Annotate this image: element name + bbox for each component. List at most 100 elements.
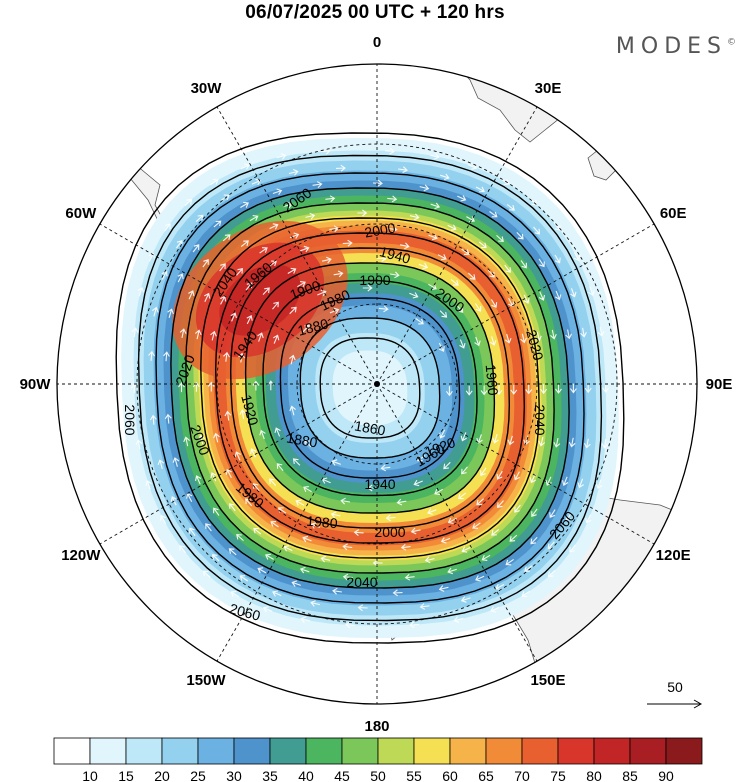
wind-vector bbox=[392, 589, 403, 597]
wind-vector bbox=[259, 429, 266, 440]
colorbar-segment bbox=[629, 737, 667, 765]
wind-vector bbox=[304, 439, 312, 448]
height-contour-label: 2040 bbox=[532, 404, 548, 435]
colorbar-tick-label: 80 bbox=[586, 768, 602, 782]
wind-vector bbox=[188, 290, 195, 300]
wind-vector bbox=[434, 488, 443, 495]
wind-vector bbox=[305, 212, 316, 220]
wind-vector bbox=[460, 596, 471, 603]
wind-vector bbox=[520, 260, 527, 269]
wind-vector bbox=[419, 184, 430, 192]
wind-vector bbox=[213, 220, 222, 228]
height-contour-value: 1880 bbox=[285, 429, 319, 450]
colorbar-segment bbox=[593, 737, 631, 765]
colorbar-segment bbox=[485, 737, 523, 765]
wind-vector bbox=[177, 273, 184, 283]
wind-vector bbox=[524, 565, 533, 572]
wind-vector bbox=[568, 437, 576, 448]
wind-vector bbox=[506, 203, 515, 211]
wind-vector bbox=[211, 554, 220, 562]
wind-vector bbox=[570, 288, 577, 298]
wind-vector bbox=[300, 245, 310, 253]
meridian-line bbox=[216, 106, 378, 385]
wind-vector bbox=[389, 271, 400, 279]
wind-vector bbox=[330, 511, 341, 519]
wind-vector bbox=[491, 528, 500, 536]
wind-vector bbox=[530, 536, 538, 545]
wind-vector bbox=[457, 195, 467, 202]
wind-vector bbox=[492, 434, 499, 444]
wind-vector bbox=[249, 215, 259, 222]
wind-vector bbox=[331, 459, 341, 466]
colorbar-tick-label: 85 bbox=[622, 768, 638, 782]
wind-vector bbox=[333, 270, 344, 278]
colorbar-tick-label: 70 bbox=[514, 768, 530, 782]
wind-vector bbox=[475, 575, 485, 582]
wind-vector bbox=[480, 467, 487, 477]
wind-vector bbox=[495, 583, 505, 591]
meridian-label: 60E bbox=[660, 205, 687, 222]
wind-vector bbox=[439, 310, 448, 318]
wind-vector bbox=[409, 292, 419, 299]
wind-vector bbox=[547, 569, 556, 578]
wind-vector bbox=[262, 287, 270, 295]
colorbar-segment bbox=[449, 737, 487, 765]
wind-vector bbox=[553, 222, 561, 231]
meridian-label: 90W bbox=[20, 376, 52, 393]
wind-vector bbox=[167, 308, 174, 318]
wind-vector bbox=[459, 339, 466, 349]
wind-vector bbox=[178, 382, 185, 393]
colorbar-segment-below bbox=[53, 737, 91, 765]
height-contour-line bbox=[299, 317, 441, 459]
wind-vector bbox=[257, 567, 267, 574]
wind-vector bbox=[521, 590, 531, 598]
wind-vector bbox=[525, 384, 533, 395]
wind-vector bbox=[151, 306, 159, 317]
wind-vector bbox=[164, 223, 171, 232]
wind-vector bbox=[584, 383, 592, 394]
height-contour-value: 2060 bbox=[122, 404, 138, 435]
wind-vector bbox=[291, 580, 301, 587]
meridian-label: 150W bbox=[186, 672, 226, 689]
map-title: 06/07/2025 00 UTC + 120 hrs bbox=[245, 2, 505, 23]
wind-vector bbox=[239, 575, 249, 582]
colorbar-tick-label: 55 bbox=[406, 768, 422, 782]
wind-vector bbox=[476, 498, 484, 506]
wind-vector bbox=[302, 324, 310, 333]
colorbar-segment bbox=[665, 737, 703, 765]
colorbar-segment bbox=[125, 737, 163, 765]
colorbar-segment bbox=[89, 737, 127, 765]
wind-vector bbox=[554, 254, 561, 264]
wind-vector bbox=[398, 166, 408, 174]
meridian-label: 150E bbox=[530, 672, 565, 689]
wind-vector bbox=[297, 281, 306, 288]
wind-vector bbox=[252, 380, 260, 391]
height-contour-label: 2020 bbox=[523, 328, 547, 362]
meridian-line bbox=[376, 106, 538, 385]
wind-vector bbox=[585, 514, 592, 524]
wind-vector bbox=[538, 291, 546, 301]
height-contour-value: 2000 bbox=[374, 524, 405, 540]
wind-vector bbox=[236, 533, 244, 542]
wind-vector bbox=[210, 472, 217, 482]
wind-vector bbox=[447, 224, 457, 231]
wind-vector bbox=[535, 331, 542, 342]
height-contour-line bbox=[170, 187, 570, 589]
height-contour-value: 1940 bbox=[364, 476, 395, 492]
wind-vector bbox=[514, 504, 521, 513]
wind-vector bbox=[380, 464, 391, 472]
height-contour-line bbox=[262, 279, 478, 497]
wind-vector bbox=[429, 153, 440, 160]
height-contour-value: 1940 bbox=[378, 243, 412, 267]
wind-vector bbox=[321, 256, 332, 264]
colorbar-tick-label: 30 bbox=[226, 768, 242, 782]
wind-vector bbox=[400, 543, 411, 551]
wind-vector bbox=[440, 173, 450, 181]
height-contour-line bbox=[200, 217, 540, 559]
wind-vector bbox=[345, 621, 356, 629]
height-contour-value: 1980 bbox=[306, 513, 339, 532]
wind-vector bbox=[135, 439, 143, 450]
wind-vector bbox=[342, 239, 353, 247]
wind-vector bbox=[340, 497, 351, 505]
